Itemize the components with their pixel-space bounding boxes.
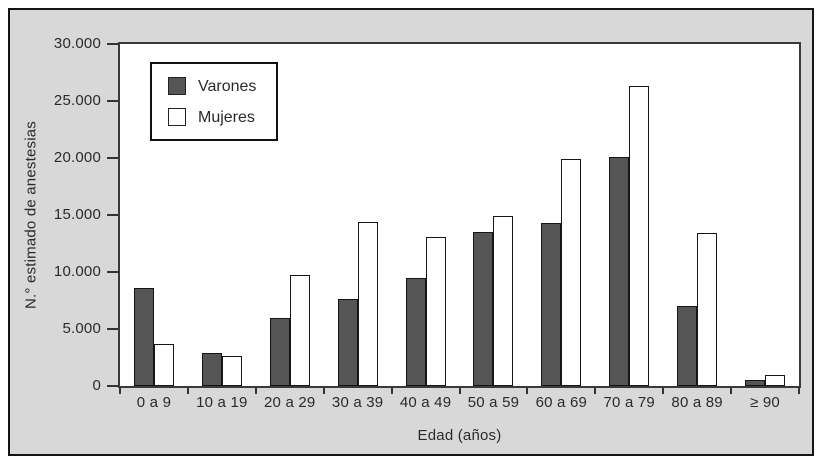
bar-mujeres-4	[357, 221, 378, 386]
legend-swatch-mujeres	[168, 108, 186, 126]
bar-varones-6	[473, 232, 494, 386]
legend-item-varones: Varones	[168, 77, 256, 95]
x-axis-title: Edad (años)	[417, 427, 502, 444]
legend-swatch-varones	[168, 77, 186, 95]
bar-varones-9	[677, 306, 698, 386]
legend-label-varones: Varones	[198, 77, 257, 95]
plot-area: Varones Mujeres	[118, 42, 801, 388]
bar-varones-10	[745, 380, 766, 386]
bar-mujeres-10	[765, 374, 786, 386]
bar-mujeres-6	[493, 216, 514, 386]
bar-varones-4	[337, 299, 358, 386]
bar-mujeres-5	[425, 236, 446, 386]
y-axis-title: N.° estimado de anestesias	[22, 121, 40, 309]
bar-varones-8	[609, 156, 630, 386]
bar-mujeres-8	[629, 86, 650, 386]
bar-varones-5	[405, 277, 426, 386]
bar-mujeres-7	[561, 159, 582, 386]
bar-mujeres-3	[289, 275, 310, 386]
bar-varones-1	[134, 288, 154, 386]
legend: Varones Mujeres	[150, 62, 279, 141]
bar-varones-3	[269, 317, 290, 386]
legend-item-mujeres: Mujeres	[168, 108, 256, 126]
bar-varones-7	[541, 223, 562, 386]
bar-mujeres-9	[697, 233, 718, 386]
bar-varones-2	[201, 352, 222, 386]
bar-mujeres-2	[221, 356, 242, 386]
legend-label-mujeres: Mujeres	[198, 108, 255, 126]
bars-layer	[120, 44, 799, 386]
bar-mujeres-1	[154, 343, 174, 386]
